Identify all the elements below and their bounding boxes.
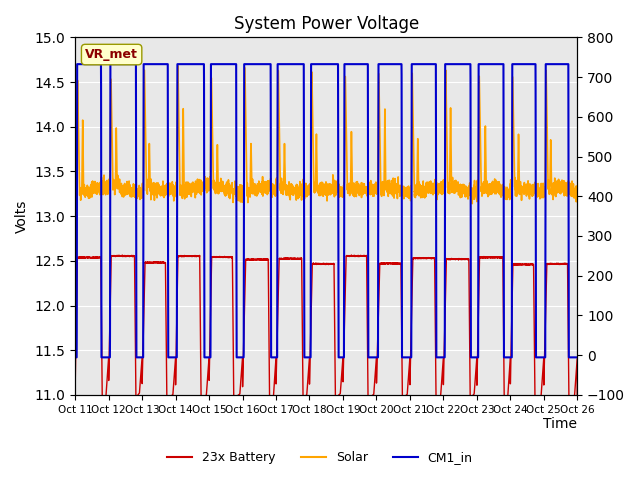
CM1_in [398,219,406,225]
Solar [573,186,581,192]
Y-axis label: Volts: Volts [15,199,29,233]
CM1_in [71,354,79,360]
23x Battery [263,257,271,263]
Solar [263,181,271,187]
CM1_in [372,354,380,360]
Solar [163,192,170,197]
Title: System Power Voltage: System Power Voltage [234,15,419,33]
CM1_in [163,61,170,67]
Line: 23x Battery: 23x Battery [75,255,577,480]
23x Battery [348,252,355,258]
CM1_in [263,61,271,67]
Solar [446,168,454,173]
X-axis label: Time: Time [543,418,577,432]
Solar [71,186,79,192]
Solar [372,182,380,188]
23x Battery [398,345,406,350]
Solar [174,63,182,69]
Line: Solar: Solar [75,66,577,204]
Solar [484,191,492,196]
CM1_in [573,354,581,360]
CM1_in [74,61,81,67]
Solar [468,201,476,206]
23x Battery [446,256,454,262]
Text: VR_met: VR_met [85,48,138,61]
23x Battery [163,354,170,360]
CM1_in [484,61,492,67]
Solar [398,190,406,196]
23x Battery [372,355,380,361]
CM1_in [446,61,454,67]
Legend: 23x Battery, Solar, CM1_in: 23x Battery, Solar, CM1_in [163,446,477,469]
23x Battery [71,384,79,390]
23x Battery [484,254,492,260]
Line: CM1_in: CM1_in [75,64,577,357]
